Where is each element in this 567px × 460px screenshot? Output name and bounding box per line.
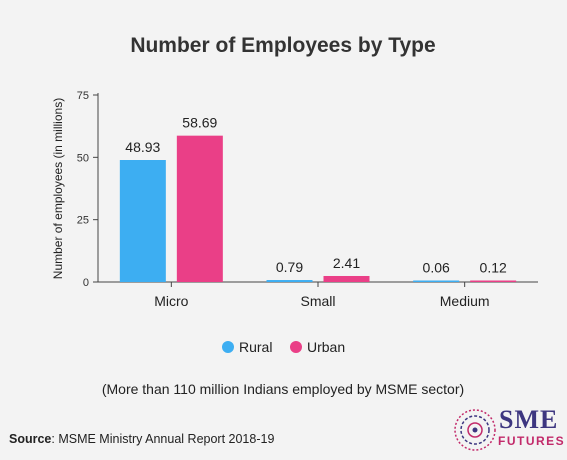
- bar-urban-micro: [176, 135, 223, 282]
- data-label: 0.79: [276, 259, 303, 275]
- y-tick-label: 50: [77, 152, 89, 164]
- y-axis-label: Number of employees (in millions): [51, 98, 65, 279]
- x-tick-label: Medium: [440, 293, 490, 309]
- sme-futures-logo: SME FUTURES: [452, 405, 566, 455]
- legend-marker-urban: [290, 341, 302, 353]
- source-note: Source: MSME Ministry Annual Report 2018…: [9, 432, 274, 446]
- bars: 48.93 58.69 0.79 2.41 0.06 0.12: [119, 115, 517, 282]
- bar-urban-small: [323, 275, 370, 282]
- bar-rural-small: [266, 280, 313, 282]
- legend: Rural Urban: [222, 339, 345, 355]
- y-axis-label-group: Number of employees (in millions): [51, 98, 65, 279]
- data-label: 0.12: [480, 260, 507, 276]
- logo-sme-text: SME: [499, 405, 559, 434]
- legend-label-urban: Urban: [307, 339, 345, 355]
- x-tick-label: Small: [300, 293, 335, 309]
- data-label: 58.69: [182, 115, 217, 131]
- y-tick-label: 0: [83, 277, 89, 289]
- y-tick-label: 25: [77, 215, 89, 227]
- source-text: : MSME Ministry Annual Report 2018-19: [51, 432, 275, 446]
- data-label: 0.06: [423, 260, 450, 276]
- axes: 0 25 50 75 Micro Small Medium: [77, 90, 538, 309]
- source-label: Source: [9, 432, 52, 446]
- bar-rural-medium: [413, 280, 460, 282]
- logo-futures-text: FUTURES: [498, 434, 566, 448]
- logo-emblem-icon: [454, 409, 496, 451]
- data-label: 48.93: [125, 139, 160, 155]
- data-label: 2.41: [333, 255, 360, 271]
- chart-note: (More than 110 million Indians employed …: [102, 381, 464, 397]
- chart-title: Number of Employees by Type: [130, 34, 435, 57]
- bar-rural-micro: [119, 160, 166, 282]
- bar-urban-medium: [470, 280, 517, 282]
- legend-marker-rural: [222, 341, 234, 353]
- x-tick-label: Micro: [154, 293, 188, 309]
- legend-label-rural: Rural: [239, 339, 272, 355]
- y-tick-label: 75: [77, 90, 89, 102]
